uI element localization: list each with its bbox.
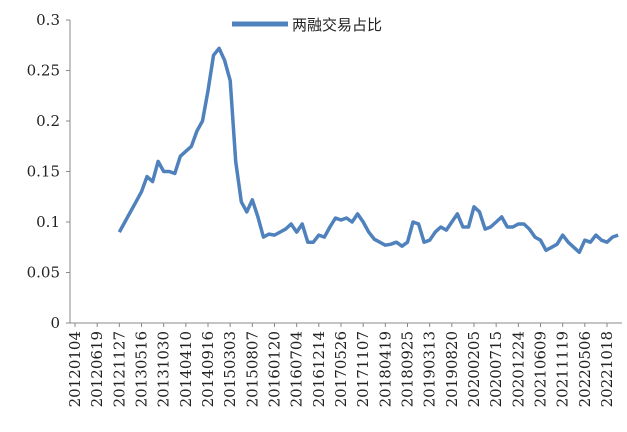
y-tick-label: 0.25 <box>27 62 60 80</box>
x-tick-label: 20150303 <box>221 331 239 407</box>
y-tick-label: 0.15 <box>27 163 60 181</box>
x-tick-label: 20170526 <box>332 331 350 407</box>
x-tick-label: 20150807 <box>243 331 261 407</box>
x-tick-label: 20210609 <box>532 331 550 407</box>
x-tick-label: 20221018 <box>598 331 616 407</box>
x-tick-label: 20140916 <box>199 331 217 407</box>
x-tick-label: 20211119 <box>554 331 572 407</box>
x-tick-label: 20171107 <box>354 331 372 407</box>
x-tick-label: 20140410 <box>177 331 195 407</box>
x-tick-label: 20180419 <box>376 331 394 407</box>
x-tick-label: 20130516 <box>133 331 151 407</box>
x-tick-label: 20200715 <box>487 331 505 407</box>
line <box>117 46 619 255</box>
x-tick-label: 20180925 <box>399 331 417 407</box>
y-tick-label: 0.2 <box>36 112 60 130</box>
x-tick-label: 20131030 <box>155 331 173 407</box>
x-tick-label: 20160704 <box>288 331 306 407</box>
y-tick-label: 0.3 <box>36 11 60 29</box>
legend-label: 两融交易占比 <box>292 16 382 34</box>
x-tick-label: 20161214 <box>310 331 328 407</box>
x-tick-label: 20200205 <box>465 331 483 407</box>
x-tick-label: 20190313 <box>421 331 439 407</box>
x-tick-label: 20201224 <box>509 331 527 407</box>
x-tick-label: 20160120 <box>266 331 284 407</box>
y-tick-label: 0 <box>50 314 60 332</box>
x-tick-label: 20121127 <box>110 331 128 407</box>
y-tick-label: 0.1 <box>36 213 60 231</box>
x-tick-label: 20120619 <box>88 331 106 407</box>
x-tick-label: 20120104 <box>66 331 84 407</box>
x-tick-label: 20190820 <box>443 331 461 407</box>
y-tick-label: 0.05 <box>27 264 60 282</box>
x-tick-label: 20220506 <box>576 331 594 407</box>
